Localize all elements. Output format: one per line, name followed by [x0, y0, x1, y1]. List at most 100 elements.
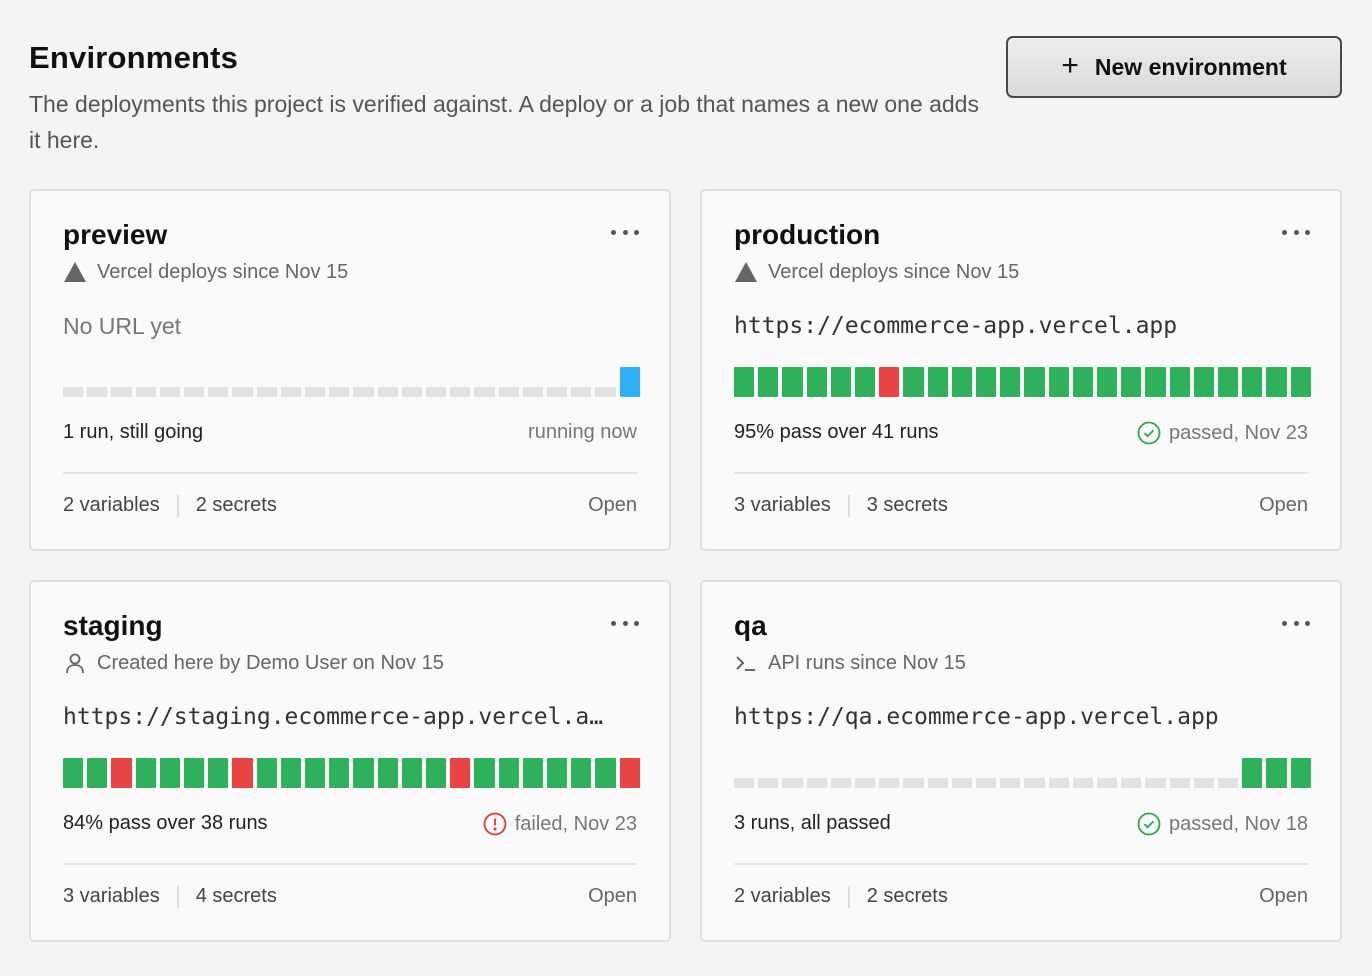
open-environment-link[interactable]: Open [1259, 494, 1308, 516]
secrets-count[interactable]: 2 secrets [866, 885, 948, 907]
variables-count[interactable]: 2 variables [734, 885, 831, 907]
run-segment-pass[interactable] [1169, 367, 1190, 397]
divider [63, 863, 637, 865]
run-segment-pass[interactable] [1266, 367, 1287, 397]
secrets-count[interactable]: 4 secrets [195, 885, 277, 907]
run-segment-empty [1000, 778, 1021, 788]
environment-config: 2 variables 2 secrets [734, 885, 948, 908]
run-segment-pass[interactable] [1048, 367, 1069, 397]
more-options-icon[interactable] [1282, 616, 1310, 630]
divider [734, 863, 1308, 865]
run-segment-fail[interactable] [111, 758, 132, 788]
environment-url[interactable]: https://ecommerce-app.vercel.app [734, 313, 1178, 339]
run-segment-pass[interactable] [353, 758, 374, 788]
run-segment-pass[interactable] [595, 758, 616, 788]
run-segment-pass[interactable] [1145, 367, 1166, 397]
run-segment-pass[interactable] [1024, 367, 1045, 397]
run-segment-pass[interactable] [806, 367, 827, 397]
run-segment-empty [87, 387, 108, 397]
run-segment-pass[interactable] [1242, 758, 1263, 788]
source-text: Created here by Demo User on Nov 15 [97, 651, 444, 674]
variables-count[interactable]: 3 variables [63, 885, 160, 907]
run-segment-pass[interactable] [1072, 367, 1094, 397]
status-text: failed, Nov 23 [514, 812, 637, 835]
run-segment-pass[interactable] [159, 758, 181, 788]
run-segment-running[interactable] [619, 367, 640, 397]
more-options-icon[interactable] [611, 616, 639, 630]
variables-count[interactable]: 2 variables [63, 494, 160, 516]
run-segment-pass[interactable] [830, 367, 852, 397]
run-segment-pass[interactable] [758, 367, 779, 397]
variables-count[interactable]: 3 variables [734, 494, 831, 516]
run-segment-pass[interactable] [474, 758, 495, 788]
run-segment-pass[interactable] [1121, 367, 1142, 397]
run-segment-pass[interactable] [734, 367, 755, 397]
run-segment-pass[interactable] [547, 758, 568, 788]
terminal-icon [734, 651, 758, 675]
run-segment-pass[interactable] [184, 758, 205, 788]
run-segment-empty [353, 387, 374, 397]
run-segment-fail[interactable] [450, 758, 471, 788]
run-segment-fail[interactable] [879, 367, 900, 397]
run-segment-pass[interactable] [571, 758, 592, 788]
run-segment-empty [830, 778, 852, 788]
environment-url[interactable]: https://staging.ecommerce-app.vercel.a… [63, 704, 604, 730]
run-segment-fail[interactable] [232, 758, 253, 788]
triangle-icon [63, 260, 87, 284]
run-segment-empty [305, 387, 326, 397]
run-segment-pass[interactable] [1290, 758, 1311, 788]
environment-name: qa [734, 610, 767, 641]
more-options-icon[interactable] [611, 225, 639, 239]
run-segment-fail[interactable] [619, 758, 640, 788]
run-history-bar [63, 367, 640, 397]
new-environment-button[interactable]: + New environment [1006, 36, 1342, 98]
open-environment-link[interactable]: Open [588, 885, 637, 907]
run-segment-pass[interactable] [208, 758, 229, 788]
run-segment-pass[interactable] [63, 758, 84, 788]
run-segment-pass[interactable] [1097, 367, 1118, 397]
run-segment-pass[interactable] [951, 367, 973, 397]
more-options-icon[interactable] [1282, 225, 1310, 239]
run-segment-pass[interactable] [401, 758, 423, 788]
run-segment-empty [782, 778, 803, 788]
run-segment-pass[interactable] [256, 758, 277, 788]
environment-url[interactable]: https://qa.ecommerce-app.vercel.app [734, 704, 1219, 730]
separator [176, 494, 179, 517]
run-segment-pass[interactable] [855, 367, 876, 397]
run-history-bar [734, 758, 1311, 788]
run-segment-pass[interactable] [377, 758, 398, 788]
run-segment-pass[interactable] [1218, 367, 1239, 397]
run-segment-pass[interactable] [976, 367, 997, 397]
run-segment-empty [184, 387, 205, 397]
run-segment-pass[interactable] [280, 758, 302, 788]
source-text: Vercel deploys since Nov 15 [768, 260, 1020, 283]
run-segment-pass[interactable] [87, 758, 108, 788]
open-environment-link[interactable]: Open [588, 494, 637, 516]
run-summary: 3 runs, all passed [734, 812, 891, 834]
open-environment-link[interactable]: Open [1259, 885, 1308, 907]
run-segment-empty [927, 778, 948, 788]
run-segment-pass[interactable] [1193, 367, 1215, 397]
run-segment-pass[interactable] [329, 758, 350, 788]
run-segment-empty [1121, 778, 1142, 788]
run-segment-pass[interactable] [522, 758, 544, 788]
environment-name: preview [63, 219, 168, 250]
run-segment-pass[interactable] [1290, 367, 1311, 397]
run-segment-pass[interactable] [782, 367, 803, 397]
secrets-count[interactable]: 3 secrets [866, 494, 948, 516]
run-segment-pass[interactable] [1266, 758, 1287, 788]
run-segment-pass[interactable] [903, 367, 924, 397]
run-segment-pass[interactable] [1000, 367, 1021, 397]
environment-source: API runs since Nov 15 [734, 650, 966, 676]
run-segment-empty [1145, 778, 1166, 788]
run-segment-pass[interactable] [305, 758, 326, 788]
run-segment-pass[interactable] [135, 758, 156, 788]
run-segment-pass[interactable] [927, 367, 948, 397]
run-segment-pass[interactable] [498, 758, 519, 788]
run-segment-empty [951, 778, 973, 788]
run-segment-pass[interactable] [426, 758, 447, 788]
run-segment-empty [329, 387, 350, 397]
secrets-count[interactable]: 2 secrets [195, 494, 277, 516]
new-environment-label: New environment [1094, 53, 1287, 80]
run-segment-pass[interactable] [1242, 367, 1263, 397]
